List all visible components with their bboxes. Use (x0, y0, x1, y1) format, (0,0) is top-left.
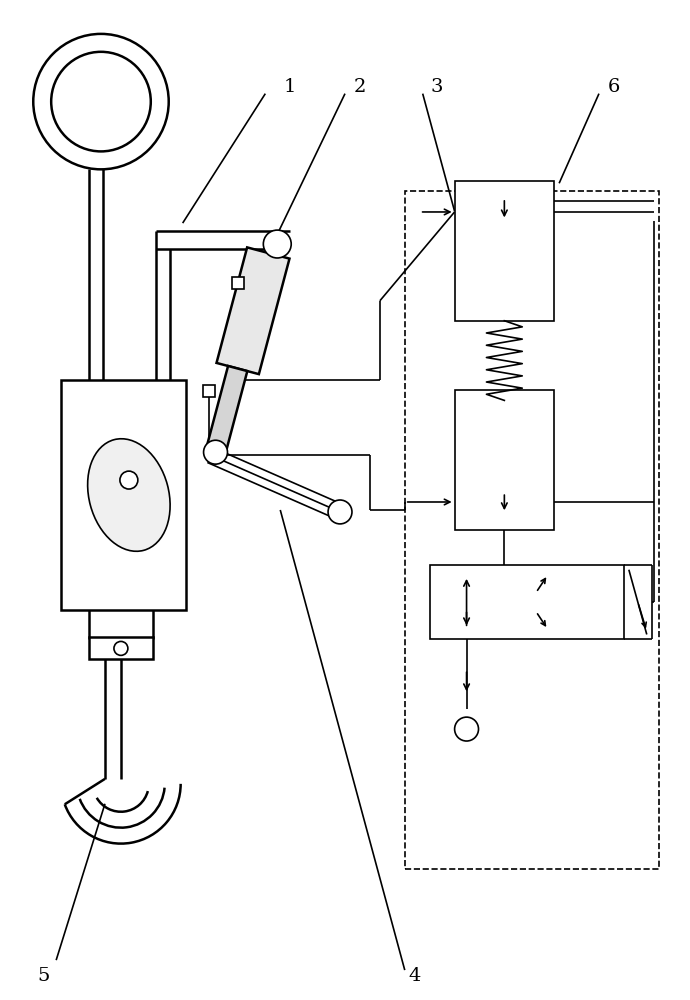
Text: 6: 6 (608, 78, 620, 96)
Text: 1: 1 (284, 78, 297, 96)
Bar (405, 191, 659, 869)
Circle shape (114, 641, 128, 655)
Circle shape (328, 500, 352, 524)
Bar (455, 390, 554, 530)
Text: 5: 5 (37, 967, 50, 985)
Bar (455, 181, 554, 321)
Bar (203, 385, 215, 397)
Bar (232, 277, 244, 289)
Bar (430, 565, 624, 639)
Text: 4: 4 (408, 967, 421, 985)
Polygon shape (217, 247, 290, 374)
Bar (61, 380, 186, 610)
Bar (89, 637, 152, 659)
Text: 3: 3 (431, 78, 443, 96)
Circle shape (120, 471, 138, 489)
Ellipse shape (88, 439, 170, 551)
Circle shape (455, 717, 478, 741)
Polygon shape (206, 366, 247, 455)
Circle shape (204, 440, 228, 464)
Text: 2: 2 (354, 78, 366, 96)
Circle shape (264, 230, 291, 258)
